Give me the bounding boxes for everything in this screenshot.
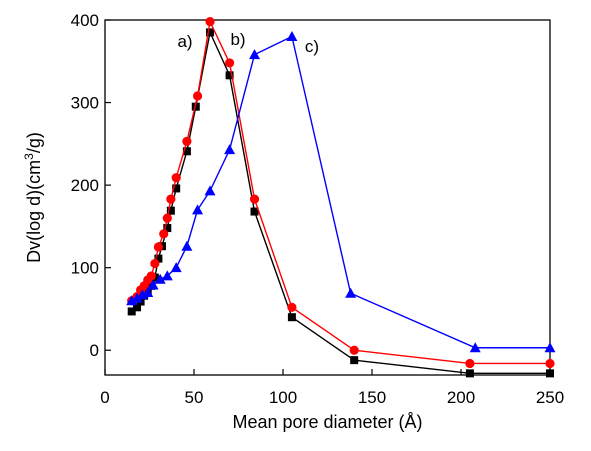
data-point (127, 307, 136, 316)
data-point (172, 184, 181, 193)
data-point (170, 262, 182, 273)
data-point (133, 303, 142, 312)
plot-area (126, 17, 556, 378)
data-point (171, 173, 181, 183)
x-tick-label: 200 (447, 388, 475, 407)
data-point (142, 286, 154, 297)
data-point (287, 313, 296, 322)
data-point (465, 358, 475, 369)
series-label: c) (305, 37, 319, 56)
data-point (153, 242, 163, 252)
data-point (206, 28, 215, 37)
x-tick-label: 100 (269, 388, 297, 407)
data-point (544, 342, 556, 353)
data-point (224, 144, 236, 155)
data-point (204, 185, 216, 196)
x-tick-label: 150 (358, 388, 386, 407)
data-point (225, 58, 235, 68)
data-point (159, 229, 169, 239)
x-tick-label: 250 (536, 388, 564, 407)
data-point (249, 194, 260, 204)
data-point (146, 271, 156, 281)
data-point (350, 356, 359, 365)
data-point (191, 102, 200, 111)
data-point (546, 369, 554, 378)
y-axis-title: Dv(log d)(cm3/g) (22, 132, 44, 263)
y-tick-label: 400 (71, 11, 99, 30)
data-point (163, 224, 172, 233)
data-point (161, 270, 173, 281)
data-point (249, 49, 261, 60)
y-tick-label: 200 (71, 176, 99, 195)
data-point (147, 279, 159, 290)
y-tick-label: 100 (71, 259, 99, 278)
y-tick-label: 300 (71, 94, 99, 113)
data-point (182, 147, 191, 156)
data-point (225, 71, 234, 80)
series-3 (126, 31, 556, 353)
axes: 0 50 100 150 200 250 0 100 200 300 400 (71, 11, 565, 407)
series-label: a) (177, 32, 192, 51)
x-tick-label: 0 (100, 388, 109, 407)
data-point (162, 213, 172, 223)
data-point (192, 204, 204, 215)
plot-frame (104, 19, 551, 376)
x-axis-title: Mean pore diameter (Å) (232, 412, 422, 432)
data-point (154, 254, 163, 263)
x-tick-label: 50 (185, 388, 204, 407)
data-point (545, 358, 555, 369)
data-point (250, 207, 259, 216)
data-point (150, 258, 160, 269)
data-point (166, 206, 175, 215)
data-point (181, 240, 193, 251)
data-point (349, 345, 359, 355)
series-1 (127, 28, 554, 378)
data-point (345, 287, 357, 298)
y-axis-title-prefix: Dv(log d)(cm (24, 160, 44, 263)
series-labels: a) b) c) (177, 30, 319, 56)
series-label: b) (230, 30, 245, 49)
data-point (182, 136, 192, 146)
series-line (131, 19, 550, 365)
data-point (286, 31, 298, 42)
data-point (166, 194, 176, 204)
data-point (287, 302, 297, 312)
data-point (192, 91, 203, 101)
data-point (465, 369, 474, 378)
series-line (131, 35, 550, 349)
data-point (131, 292, 143, 303)
data-point (469, 342, 481, 353)
data-point (154, 273, 166, 284)
series-line (131, 30, 550, 375)
y-axis-title-suffix: /g) (24, 132, 44, 153)
data-point (205, 17, 215, 27)
series-2 (127, 17, 555, 369)
y-tick-label: 0 (90, 341, 99, 360)
y-axis-title-superscript: 3 (22, 153, 36, 160)
